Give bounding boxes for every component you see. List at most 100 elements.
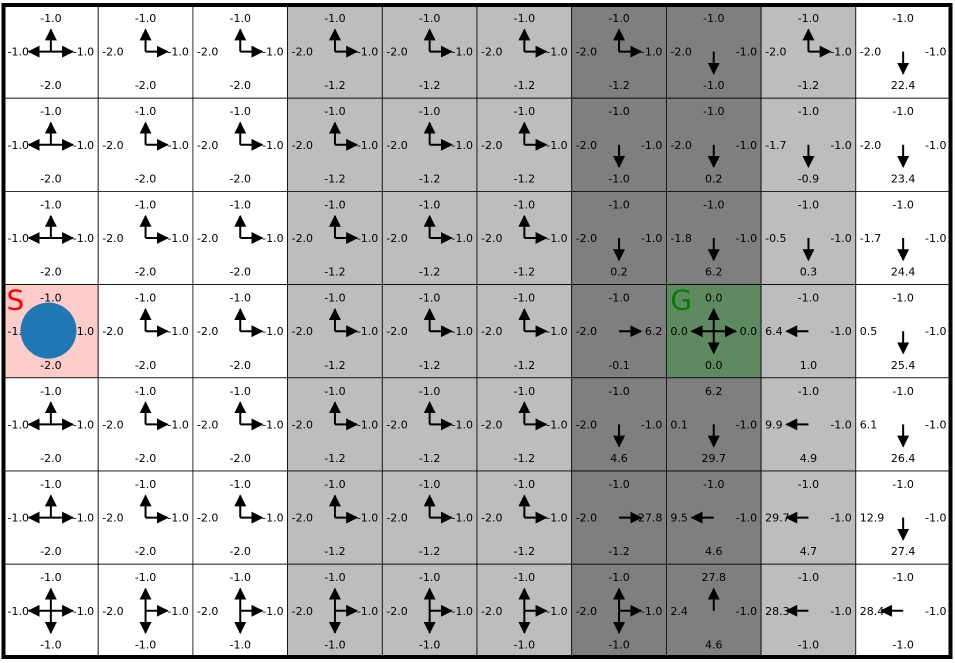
q-value-right: -1.0 (73, 325, 94, 338)
grid-cell: -1.0 -2.0 -2.0 -1.0 (97, 97, 194, 192)
q-value-up: -1.0 (135, 292, 156, 305)
q-value-up: -1.0 (419, 292, 440, 305)
q-value-down: -1.2 (324, 266, 345, 279)
cell-background (760, 97, 857, 192)
q-value-right: -1.0 (925, 325, 946, 338)
cell-background (571, 97, 667, 192)
q-value-down: 26.4 (891, 452, 916, 465)
q-value-left: -2.0 (576, 139, 597, 152)
grid-cell: -1.0 -1.2 -2.0 -1.0 (476, 284, 573, 379)
q-value-right: -1.0 (357, 418, 378, 431)
grid-cell: 0.0 0.0 0.0 0.0 (666, 284, 762, 379)
q-value-left: -1.0 (8, 418, 29, 431)
q-value-right: -1.0 (167, 139, 188, 152)
q-value-down: -1.0 (230, 638, 251, 651)
grid-cell: -1.0 -2.0 -2.0 -1.0 (97, 377, 194, 472)
q-value-right: -1.0 (73, 232, 94, 245)
grid-cell: -1.0 4.6 -2.0 -1.0 (571, 377, 667, 472)
grid-cell: -1.0 -2.0 -1.0 -1.0 (3, 470, 99, 565)
grid-cell: -1.0 -1.0 28.4 -1.0 (855, 563, 951, 658)
grid-cell: -1.0 0.2 -2.0 -1.0 (571, 190, 667, 285)
q-value-up: -1.0 (892, 198, 913, 211)
grid-cell: -1.0 -1.0 -1.0 -1.0 (3, 563, 99, 658)
q-value-left: -0.5 (765, 232, 786, 245)
q-value-up: -1.0 (419, 12, 440, 25)
grid-cell: -1.0 -1.2 -2.0 -1.0 (381, 377, 478, 472)
goal-label: G (670, 284, 692, 317)
q-value-up: -1.0 (514, 198, 535, 211)
q-value-down: -2.0 (135, 79, 156, 92)
q-value-up: -1.0 (40, 198, 61, 211)
q-value-down: 4.6 (705, 638, 723, 651)
grid-cell: -1.0 -1.0 -2.0 -1.0 (571, 563, 667, 658)
grid-cell: 27.8 4.6 2.4 -1.0 (666, 563, 762, 658)
q-value-right: 0.0 (740, 325, 758, 338)
q-value-down: -0.9 (798, 172, 819, 185)
q-value-right: -1.0 (167, 232, 188, 245)
q-value-right: -1.0 (830, 232, 851, 245)
q-value-left: -2.0 (386, 325, 407, 338)
q-value-up: -1.0 (514, 292, 535, 305)
cells-layer: -1.0 -2.0 -1.0 -1.0 -1.0 -2.0 -2.0 -1.0 -1.0 -2.0… (3, 4, 951, 658)
q-value-down: 25.4 (891, 359, 916, 372)
q-value-down: -2.0 (230, 79, 251, 92)
q-value-down: -2.0 (40, 266, 61, 279)
q-value-left: -2.0 (386, 605, 407, 618)
q-value-left: -2.0 (197, 512, 218, 525)
grid-cell: -1.0 -1.2 -2.0 -1.0 (287, 284, 383, 379)
q-value-down: 0.0 (705, 359, 723, 372)
q-value-up: -1.0 (324, 571, 345, 584)
q-value-left: 0.5 (860, 325, 878, 338)
q-value-left: 28.3 (765, 605, 790, 618)
grid-cell: -1.0 -2.0 -2.0 -1.0 (192, 377, 288, 472)
grid-cell: -1.0 -1.2 -2.0 -1.0 (381, 190, 478, 285)
q-value-up: -1.0 (419, 571, 440, 584)
q-value-right: -1.0 (736, 46, 757, 59)
q-value-right: -1.0 (262, 605, 283, 618)
q-value-down: -1.0 (514, 638, 535, 651)
q-value-left: -2.0 (481, 605, 502, 618)
grid-cell: 6.2 29.7 0.1 -1.0 (666, 377, 762, 472)
q-value-down: 0.2 (705, 172, 723, 185)
q-value-left: -2.0 (386, 512, 407, 525)
q-value-up: -1.0 (608, 478, 629, 491)
q-value-right: -1.0 (546, 512, 567, 525)
grid-cell: -1.0 4.7 29.7 -1.0 (760, 470, 857, 565)
q-value-down: 6.2 (705, 266, 723, 279)
q-value-left: -2.0 (860, 46, 881, 59)
q-value-left: -2.0 (102, 232, 123, 245)
q-value-right: -1.0 (641, 139, 662, 152)
q-value-right: -1.0 (73, 139, 94, 152)
q-value-up: -1.0 (40, 478, 61, 491)
q-value-down: -2.0 (135, 266, 156, 279)
q-value-right: -1.0 (452, 139, 473, 152)
q-value-left: -2.0 (197, 46, 218, 59)
q-value-left: -2.0 (292, 325, 313, 338)
q-value-down: -1.0 (40, 638, 61, 651)
q-value-up: -1.0 (135, 12, 156, 25)
grid-cell: -1.0 -1.2 -2.0 -1.0 (476, 377, 573, 472)
q-value-right: -1.0 (452, 512, 473, 525)
grid-cell: -1.0 -1.2 -2.0 -1.0 (287, 4, 383, 99)
q-value-up: -1.0 (798, 105, 819, 118)
q-value-right: -1.0 (167, 512, 188, 525)
q-value-right: -1.0 (830, 325, 851, 338)
q-value-right: -1.0 (736, 512, 757, 525)
grid-cell: -1.0 -1.0 -2.0 -1.0 (192, 563, 288, 658)
start-label: S (7, 284, 25, 317)
q-value-right: -1.0 (830, 605, 851, 618)
q-value-up: -1.0 (419, 198, 440, 211)
grid-cell: -1.0 0.3 -0.5 -1.0 (760, 190, 857, 285)
q-value-left: -2.0 (576, 418, 597, 431)
q-value-left: -2.0 (102, 418, 123, 431)
grid-cell: -1.0 -1.2 -2.0 -1.0 (476, 97, 573, 192)
q-value-up: -1.0 (608, 385, 629, 398)
grid-cell: -1.0 -1.2 -2.0 -1.0 (287, 97, 383, 192)
q-value-left: 0.1 (670, 418, 688, 431)
q-value-right: -1.0 (262, 232, 283, 245)
q-value-right: -1.0 (357, 512, 378, 525)
q-value-up: -1.0 (608, 198, 629, 211)
q-value-down: -2.0 (230, 172, 251, 185)
q-value-down: -1.2 (514, 266, 535, 279)
